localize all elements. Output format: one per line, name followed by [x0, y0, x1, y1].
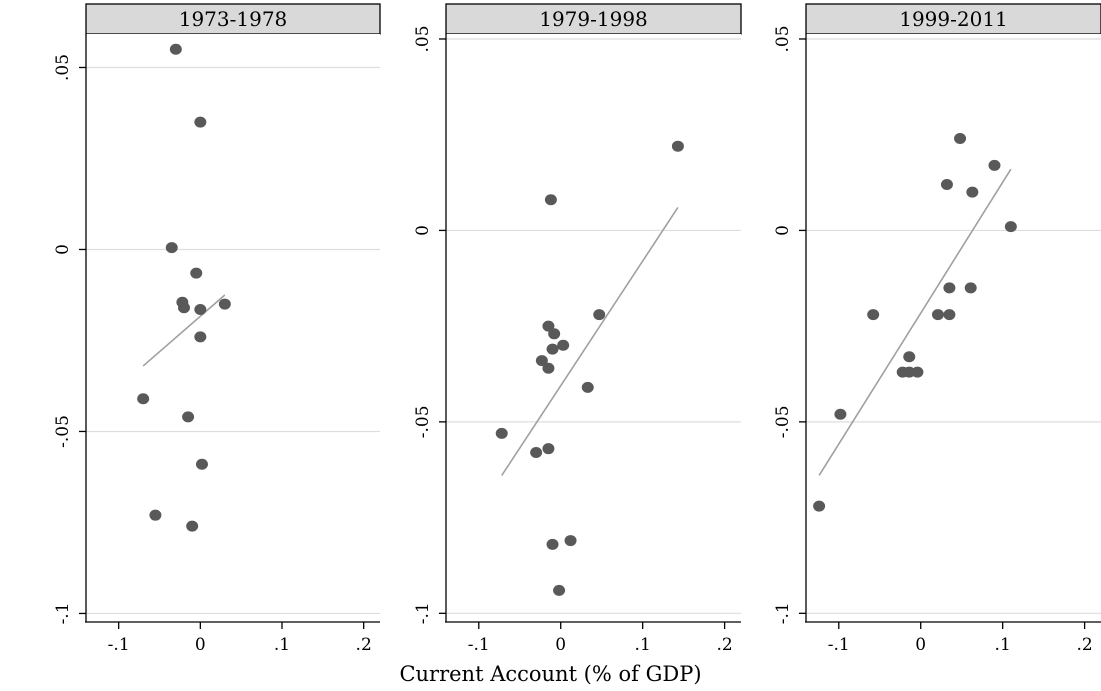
x-tick-label: .2: [356, 635, 372, 655]
data-point: [165, 242, 178, 254]
y-tick-label: -.1: [53, 602, 73, 624]
panel-title: 1973-1978: [179, 7, 288, 31]
fit-line: [501, 207, 679, 476]
data-point: [542, 443, 555, 455]
data-point: [535, 355, 548, 367]
data-point: [593, 309, 606, 321]
data-point: [194, 304, 207, 316]
y-tick-label: -.1: [773, 602, 793, 624]
panel-1: 1973-1978 .05 0 -.05 -.1 -.1 0 .1 .2: [53, 3, 381, 655]
fit-line: [818, 168, 1012, 476]
data-point: [542, 320, 555, 332]
x-tick-label: 0: [555, 635, 566, 655]
data-point: [966, 186, 979, 198]
y-tick-label: .05: [773, 25, 793, 52]
data-point: [813, 500, 826, 512]
x-axis-label: Current Account (% of GDP): [399, 662, 702, 686]
data-point: [190, 267, 203, 279]
data-point: [581, 381, 594, 393]
x-tick-label: -.1: [108, 635, 130, 655]
data-point: [495, 427, 508, 439]
x-tick-label: .1: [995, 635, 1011, 655]
y-tick-label: .05: [413, 25, 433, 52]
data-point: [903, 351, 916, 363]
data-point: [940, 178, 953, 190]
data-point: [553, 584, 566, 596]
data-point: [867, 309, 880, 321]
data-point: [186, 520, 199, 532]
fit-line: [142, 294, 226, 367]
data-point: [911, 366, 924, 378]
y-tick-label: 0: [773, 225, 793, 236]
data-point: [137, 393, 150, 405]
panel-strip: [85, 3, 381, 35]
y-tick-label: .05: [53, 54, 73, 81]
x-tick-label: -.1: [828, 635, 850, 655]
data-point: [943, 282, 956, 294]
data-point: [195, 458, 208, 470]
data-point: [964, 282, 977, 294]
data-point: [931, 309, 944, 321]
x-tick-label: .2: [1076, 635, 1092, 655]
y-tick-label: 0: [53, 244, 73, 255]
data-point: [943, 309, 956, 321]
data-point: [544, 194, 557, 206]
data-point: [548, 328, 561, 340]
data-point: [149, 509, 162, 521]
panel-title: 1999-2011: [899, 7, 1008, 31]
y-tick-label: -.05: [773, 405, 793, 438]
data-point: [169, 43, 182, 55]
y-tick-label: 0: [413, 225, 433, 236]
x-tick-label: .2: [716, 635, 732, 655]
data-point: [557, 339, 570, 351]
y-tick-label: -.05: [413, 405, 433, 438]
plot-area: [446, 34, 741, 616]
x-tick-label: 0: [915, 635, 926, 655]
x-tick-label: 0: [195, 635, 206, 655]
data-point: [178, 302, 190, 314]
panel-strip: [445, 3, 742, 35]
data-point: [671, 140, 684, 152]
panel-2: 1979-1998 .05 0 -.05 -.1 -.1 0 .1 .2: [413, 3, 742, 655]
panel-strip: [805, 3, 1101, 35]
panel-title: 1979-1998: [539, 7, 648, 31]
x-tick-label: .1: [274, 635, 290, 655]
panel-3: 1999-2011 .05 0 -.05 -.1 -.1 0 .1 .2: [773, 3, 1101, 655]
data-point: [834, 408, 847, 420]
data-point: [542, 362, 555, 374]
data-point: [988, 159, 1001, 171]
x-tick-label: .1: [635, 635, 651, 655]
y-tick-label: -.1: [413, 602, 433, 624]
data-point: [564, 535, 577, 547]
data-point: [954, 133, 967, 145]
data-point: [218, 298, 231, 310]
x-tick-label: -.1: [468, 635, 490, 655]
data-point: [1004, 221, 1017, 233]
data-point: [546, 538, 559, 550]
data-point: [182, 411, 195, 423]
plot-area: [806, 34, 1101, 616]
data-point: [194, 116, 207, 128]
plot-area: [86, 34, 380, 616]
y-tick-label: -.05: [53, 415, 73, 448]
data-point: [194, 331, 207, 343]
data-point: [546, 343, 559, 355]
data-point: [530, 447, 543, 459]
